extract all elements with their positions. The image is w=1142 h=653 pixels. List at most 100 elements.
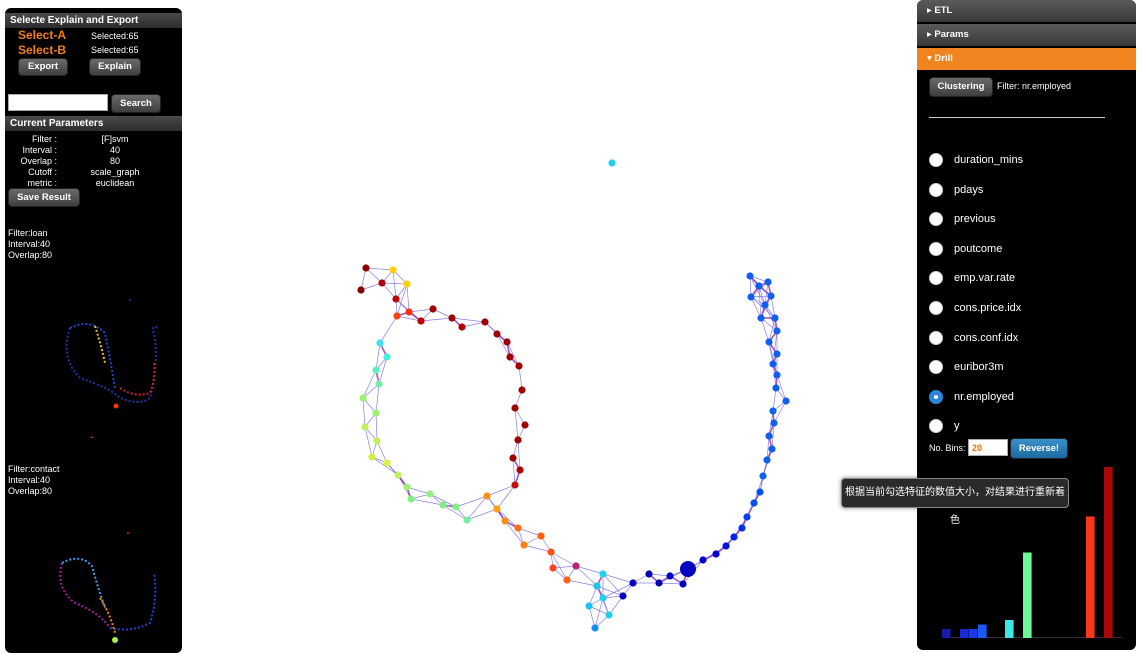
histogram-bar[interactable] xyxy=(1095,637,1104,638)
select-a-row[interactable]: Select-A xyxy=(18,28,66,42)
graph-node[interactable] xyxy=(394,471,402,479)
graph-node[interactable] xyxy=(645,570,653,578)
graph-node[interactable] xyxy=(392,295,400,303)
radio-button[interactable] xyxy=(929,153,943,167)
radio-button[interactable] xyxy=(929,301,943,315)
graph-node[interactable] xyxy=(782,397,790,405)
radio-button[interactable] xyxy=(929,271,943,286)
histogram-bar[interactable] xyxy=(1032,637,1041,638)
graph-node[interactable] xyxy=(759,472,767,480)
graph-node[interactable] xyxy=(393,312,401,320)
histogram-bar[interactable] xyxy=(1059,637,1068,638)
graph-node[interactable] xyxy=(503,338,511,346)
graph-node[interactable] xyxy=(712,550,720,558)
save-result-button[interactable]: Save Result xyxy=(8,188,80,207)
graph-node[interactable] xyxy=(655,579,663,587)
graph-node[interactable] xyxy=(599,570,607,578)
graph-node[interactable] xyxy=(493,505,501,513)
graph-node[interactable] xyxy=(746,272,754,280)
histogram-bar[interactable] xyxy=(1014,637,1023,638)
graph-node[interactable] xyxy=(764,278,772,286)
graph-node[interactable] xyxy=(361,423,369,431)
graph-node[interactable] xyxy=(383,353,391,361)
graph-node[interactable] xyxy=(357,286,365,294)
graph-node[interactable] xyxy=(458,323,466,331)
graph-node[interactable] xyxy=(755,282,763,290)
graph-node[interactable] xyxy=(373,437,381,445)
histogram-bar[interactable] xyxy=(1023,552,1032,639)
graph-node[interactable] xyxy=(359,394,367,402)
export-button[interactable]: Export xyxy=(18,58,68,76)
radio-button[interactable] xyxy=(929,330,943,345)
search-button[interactable]: Search xyxy=(111,94,161,113)
histogram-bar[interactable] xyxy=(996,637,1005,638)
select-b-label[interactable]: Select-B xyxy=(18,43,67,57)
graph-node[interactable] xyxy=(772,384,780,392)
graph-node[interactable] xyxy=(768,445,776,453)
histogram[interactable] xyxy=(937,455,1127,640)
graph-node[interactable] xyxy=(537,532,545,540)
graph-node[interactable] xyxy=(511,481,519,489)
graph-node[interactable] xyxy=(518,386,526,394)
histogram-bar[interactable] xyxy=(978,624,987,639)
graph-node[interactable] xyxy=(593,582,601,590)
graph-node[interactable] xyxy=(417,317,425,325)
graph-node[interactable] xyxy=(521,421,529,429)
clustering-button[interactable]: Clustering xyxy=(929,77,993,97)
graph-node[interactable] xyxy=(515,362,523,370)
radio-button[interactable] xyxy=(929,182,943,197)
graph-node[interactable] xyxy=(757,314,765,322)
graph-node[interactable] xyxy=(389,266,397,274)
graph-node[interactable] xyxy=(765,338,773,346)
graph-node[interactable] xyxy=(514,436,522,444)
graph-node[interactable] xyxy=(767,292,775,300)
graph-nodes[interactable] xyxy=(357,159,790,632)
graph-node[interactable] xyxy=(368,453,376,461)
histogram-bar[interactable] xyxy=(960,629,969,638)
graph-node[interactable] xyxy=(763,456,771,464)
search-input[interactable] xyxy=(8,94,108,111)
histogram-bar[interactable] xyxy=(1077,637,1086,638)
graph-node[interactable] xyxy=(372,409,380,417)
graph-node[interactable] xyxy=(493,330,501,338)
histogram-bar[interactable] xyxy=(1068,637,1077,638)
explain-button[interactable]: Explain xyxy=(89,58,141,76)
accordion-drill[interactable]: ▾ Drill xyxy=(917,48,1136,70)
graph-node[interactable] xyxy=(773,350,781,358)
graph-node[interactable] xyxy=(383,459,391,467)
graph-node[interactable] xyxy=(549,564,557,572)
graph-node[interactable] xyxy=(501,517,509,525)
graph-node[interactable] xyxy=(756,488,764,496)
histogram-bar[interactable] xyxy=(969,629,978,638)
graph-node[interactable] xyxy=(585,602,593,610)
graph-node[interactable] xyxy=(771,314,779,322)
graph-node[interactable] xyxy=(511,404,519,412)
histogram-bar[interactable] xyxy=(1041,637,1050,638)
histogram-bar[interactable] xyxy=(1086,516,1095,639)
graph-node[interactable] xyxy=(769,407,777,415)
graph-node[interactable] xyxy=(372,366,380,374)
graph-node[interactable] xyxy=(483,492,491,500)
accordion-etl[interactable]: ▸ ETL xyxy=(917,0,1136,22)
histogram-bar[interactable] xyxy=(1104,467,1113,638)
radio-button[interactable] xyxy=(929,389,943,404)
graph-node[interactable] xyxy=(738,524,746,532)
graph-node[interactable] xyxy=(429,305,437,313)
graph-node[interactable] xyxy=(605,611,613,619)
histogram-bar[interactable] xyxy=(1050,637,1059,638)
graph-node[interactable] xyxy=(699,556,707,564)
graph-node[interactable] xyxy=(463,516,471,524)
graph-node[interactable] xyxy=(680,561,696,577)
graph-node[interactable] xyxy=(378,279,386,287)
graph-node[interactable] xyxy=(666,572,674,580)
graph-node[interactable] xyxy=(722,542,730,550)
graph-node[interactable] xyxy=(591,624,599,632)
graph-node[interactable] xyxy=(765,432,773,440)
graph-node[interactable] xyxy=(362,264,370,272)
graph-node[interactable] xyxy=(563,576,571,584)
graph-node[interactable] xyxy=(481,318,489,326)
histogram-bar[interactable] xyxy=(987,637,996,638)
graph-node[interactable] xyxy=(730,533,738,541)
graph-node[interactable] xyxy=(514,524,522,532)
graph-node[interactable] xyxy=(376,339,384,347)
